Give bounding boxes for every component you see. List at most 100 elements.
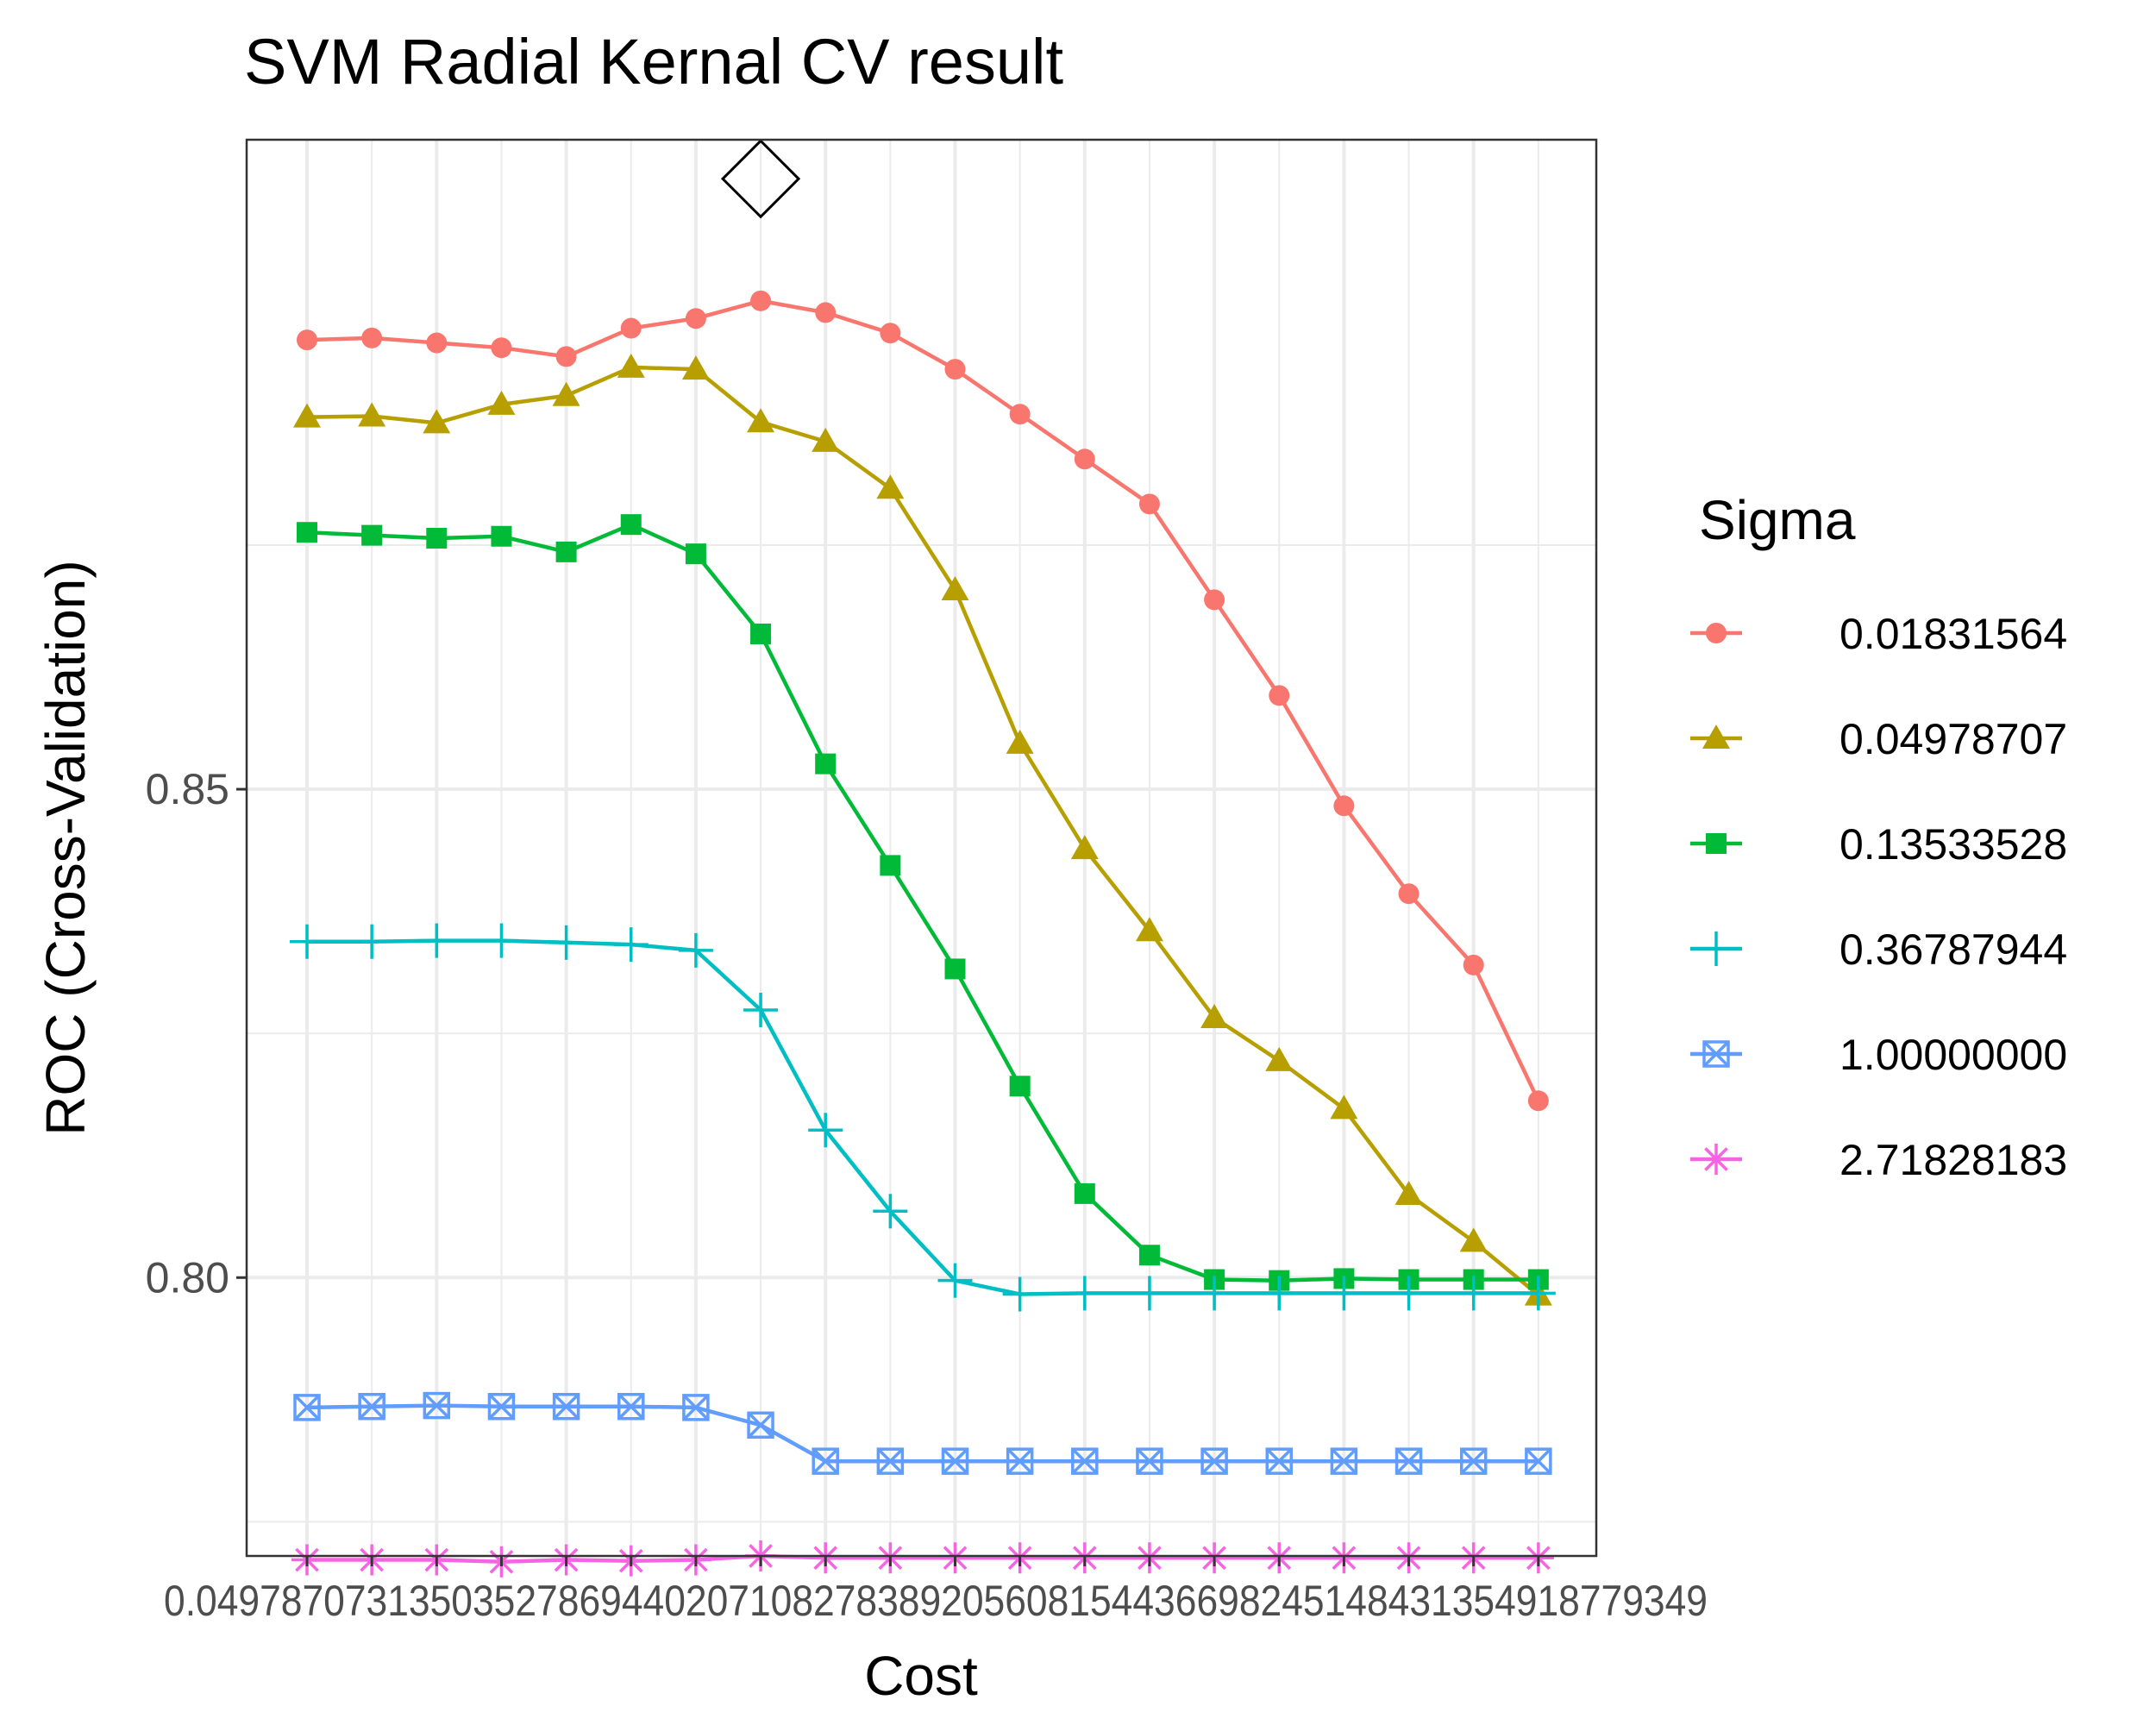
data-point xyxy=(1265,1447,1293,1475)
series-0.04978707 xyxy=(293,353,1552,1306)
legend-item: 0.01831564 xyxy=(1690,610,2067,658)
data-point xyxy=(747,408,775,433)
legend-title: Sigma xyxy=(1699,489,1856,551)
data-point xyxy=(1527,1090,1549,1112)
data-point xyxy=(1326,1276,1362,1311)
data-point xyxy=(1074,1182,1095,1204)
data-point xyxy=(815,302,837,323)
data-point xyxy=(1071,1447,1099,1475)
data-point xyxy=(1070,835,1099,860)
series-line xyxy=(306,298,1540,1102)
data-point xyxy=(1456,1276,1491,1311)
legend-item: 2.71828183 xyxy=(1690,1136,2067,1184)
legend-label: 1.00000000 xyxy=(1839,1031,2067,1079)
data-point xyxy=(620,514,642,536)
data-point xyxy=(743,992,779,1027)
data-point xyxy=(1006,729,1034,754)
data-point xyxy=(1391,1276,1426,1311)
selected-point-layer xyxy=(720,139,801,219)
y-tick-label: 0.80 xyxy=(146,1253,229,1302)
data-point xyxy=(1395,1447,1423,1475)
data-point xyxy=(1459,1227,1488,1252)
legend-key-marker xyxy=(1706,833,1727,854)
y-axis-title: ROC (Cross-Validation) xyxy=(34,560,97,1135)
legend-label: 2.71828183 xyxy=(1839,1136,2067,1184)
data-point xyxy=(487,390,516,415)
data-point xyxy=(1002,1276,1037,1312)
data-point xyxy=(1197,1276,1232,1311)
data-point xyxy=(423,1391,451,1420)
data-point xyxy=(941,1447,969,1475)
data-point xyxy=(1525,1447,1552,1475)
data-point xyxy=(419,923,454,958)
data-point xyxy=(1200,1447,1228,1475)
data-point xyxy=(681,355,710,380)
data-point xyxy=(873,1194,908,1229)
legend-item: 0.36787944 xyxy=(1690,925,2067,974)
data-point xyxy=(941,576,969,601)
data-point xyxy=(297,329,317,351)
data-point xyxy=(293,403,321,428)
data-point xyxy=(1200,1004,1229,1029)
legend-key-marker xyxy=(1706,623,1727,643)
data-point xyxy=(750,290,772,311)
data-point xyxy=(487,1392,516,1421)
data-point xyxy=(880,323,901,344)
data-point xyxy=(1136,1447,1163,1475)
chart-title: SVM Radial Kernal CV result xyxy=(244,26,1063,97)
series-line xyxy=(306,522,1539,1283)
data-point xyxy=(358,1392,385,1421)
data-point xyxy=(944,958,966,980)
data-point xyxy=(1330,1447,1358,1475)
data-point xyxy=(617,1392,645,1421)
data-point xyxy=(944,359,966,380)
data-point xyxy=(358,402,386,427)
grid xyxy=(247,140,1596,1556)
data-point xyxy=(1333,795,1355,817)
data-point xyxy=(876,1447,905,1475)
data-point xyxy=(1459,1447,1488,1475)
data-point xyxy=(1330,1095,1358,1120)
data-point xyxy=(426,332,448,354)
data-point xyxy=(484,923,519,958)
x-axis: 0.04978707313503527869440207108278389205… xyxy=(164,1556,1708,1625)
data-point xyxy=(620,317,642,339)
data-point xyxy=(361,327,383,348)
data-point xyxy=(880,855,901,876)
legend-key-marker xyxy=(1699,932,1733,966)
data-point xyxy=(815,753,837,775)
data-point xyxy=(1204,589,1225,611)
data-point xyxy=(685,308,706,329)
data-point xyxy=(555,541,577,562)
data-point xyxy=(613,927,649,963)
data-point xyxy=(812,1447,839,1475)
data-point xyxy=(937,1263,973,1298)
data-point xyxy=(1138,1245,1160,1266)
legend-label: 0.04978707 xyxy=(1839,715,2067,763)
legend-item: 1.00000000 xyxy=(1690,1031,2067,1079)
data-point xyxy=(1009,404,1031,425)
plot-panel-border xyxy=(245,138,1598,1558)
legend-label: 0.01831564 xyxy=(1839,610,2067,658)
data-point xyxy=(750,624,772,645)
y-axis: 0.80 0.85 xyxy=(146,765,247,1302)
data-point xyxy=(290,924,324,959)
data-point xyxy=(1269,685,1290,706)
data-point xyxy=(361,524,383,546)
x-axis-title: Cost xyxy=(864,1645,978,1707)
data-point xyxy=(1074,448,1095,470)
data-point xyxy=(1265,1046,1294,1071)
data-point xyxy=(1131,1276,1167,1311)
data-point xyxy=(1398,883,1420,905)
series-1.00000000 xyxy=(293,1391,1552,1475)
data-point xyxy=(812,427,840,452)
legend-item: 0.04978707 xyxy=(1690,715,2067,763)
data-point xyxy=(1006,1447,1034,1475)
data-point xyxy=(552,381,580,406)
data-point xyxy=(685,543,706,565)
data-point xyxy=(555,346,577,367)
legend-key-marker xyxy=(1702,1040,1730,1068)
data-point xyxy=(491,337,512,359)
series-line xyxy=(306,365,1540,1297)
